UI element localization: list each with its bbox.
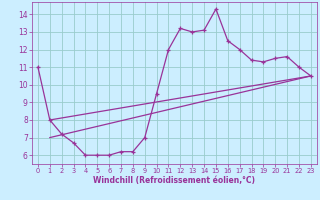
X-axis label: Windchill (Refroidissement éolien,°C): Windchill (Refroidissement éolien,°C)	[93, 176, 255, 185]
